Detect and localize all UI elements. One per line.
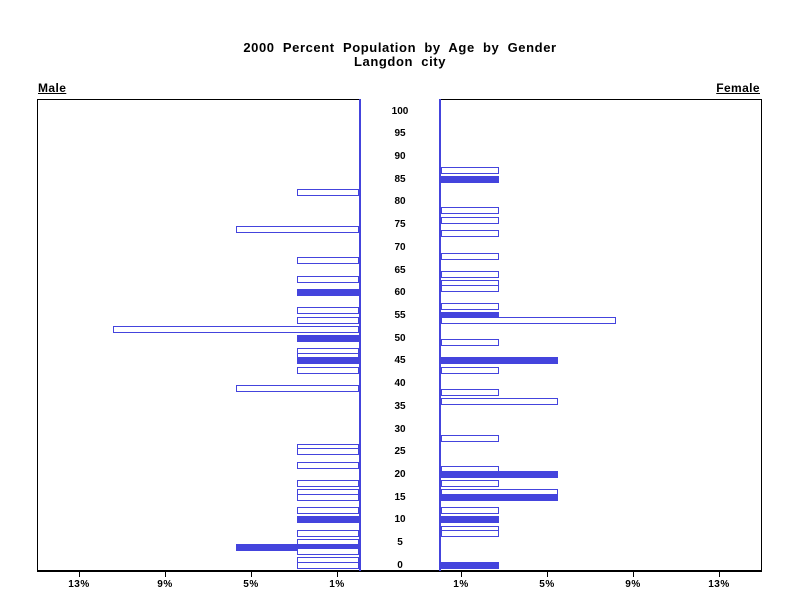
female-bar-age-49 — [441, 339, 499, 346]
female-bar-age-76 — [441, 217, 499, 224]
male-panel-top-border — [37, 99, 360, 100]
age-tick-label-50: 50 — [394, 333, 406, 344]
male-panel-label: Male — [38, 81, 67, 95]
female-x-tick-label-1pct: 1% — [453, 579, 469, 590]
female-bar-age-85 — [441, 176, 499, 183]
age-tick-label-85: 85 — [394, 174, 406, 185]
female-bar-age-10 — [441, 516, 499, 523]
male-bar-age-39 — [236, 385, 359, 392]
age-tick-label-90: 90 — [394, 151, 406, 162]
age-tick-label-60: 60 — [394, 287, 406, 298]
age-tick-label-15: 15 — [394, 492, 406, 503]
male-bar-age-63 — [297, 276, 359, 283]
male-bar-age-54 — [297, 317, 359, 324]
male-bar-age-7 — [297, 530, 359, 537]
female-bar-age-54 — [441, 317, 616, 324]
female-x-tick-label-5pct: 5% — [539, 579, 555, 590]
age-tick-label-10: 10 — [394, 514, 406, 525]
female-bar-age-43 — [441, 367, 499, 374]
male-bar-age-10 — [297, 516, 359, 523]
male-x-tick-1pct — [337, 572, 338, 577]
female-bar-age-15 — [441, 494, 558, 501]
male-panel-left-border — [37, 99, 38, 571]
bottom-axis-line — [37, 570, 762, 572]
female-x-tick-13pct — [719, 572, 720, 577]
female-panel-right-border — [761, 99, 762, 571]
male-x-tick-13pct — [79, 572, 80, 577]
female-zero-axis — [439, 99, 441, 571]
age-tick-label-25: 25 — [394, 446, 406, 457]
age-tick-label-65: 65 — [394, 265, 406, 276]
male-bar-age-15 — [297, 494, 359, 501]
female-x-tick-label-9pct: 9% — [625, 579, 641, 590]
male-x-tick-label-5pct: 5% — [243, 579, 259, 590]
male-bar-age-67 — [297, 257, 359, 264]
age-tick-label-80: 80 — [394, 196, 406, 207]
female-bar-age-36 — [441, 398, 558, 405]
female-bar-age-61 — [441, 285, 499, 292]
male-bar-age-52 — [113, 326, 359, 333]
female-bar-age-28 — [441, 435, 499, 442]
female-bar-age-68 — [441, 253, 499, 260]
male-bar-age-43 — [297, 367, 359, 374]
female-bar-age-45 — [441, 357, 558, 364]
male-bar-age-0 — [297, 562, 359, 569]
age-tick-label-5: 5 — [397, 537, 403, 548]
age-tick-label-20: 20 — [394, 469, 406, 480]
male-bar-age-50 — [297, 335, 359, 342]
female-bar-age-0 — [441, 562, 499, 569]
age-tick-label-0: 0 — [397, 560, 403, 571]
male-x-tick-9pct — [165, 572, 166, 577]
female-bar-age-87 — [441, 167, 499, 174]
age-tick-label-95: 95 — [394, 128, 406, 139]
age-tick-label-40: 40 — [394, 378, 406, 389]
female-x-tick-label-13pct: 13% — [708, 579, 730, 590]
female-x-tick-1pct — [461, 572, 462, 577]
male-x-tick-5pct — [251, 572, 252, 577]
male-bar-age-82 — [297, 189, 359, 196]
female-x-tick-9pct — [633, 572, 634, 577]
age-tick-label-45: 45 — [394, 355, 406, 366]
female-bar-age-18 — [441, 480, 499, 487]
male-bar-age-12 — [297, 507, 359, 514]
female-bar-age-20 — [441, 471, 558, 478]
female-bar-age-57 — [441, 303, 499, 310]
male-bar-age-22 — [297, 462, 359, 469]
male-bar-age-74 — [236, 226, 359, 233]
male-bar-age-25 — [297, 448, 359, 455]
age-tick-label-70: 70 — [394, 242, 406, 253]
female-x-tick-5pct — [547, 572, 548, 577]
male-x-tick-label-13pct: 13% — [68, 579, 90, 590]
male-x-tick-label-1pct: 1% — [329, 579, 345, 590]
male-x-tick-label-9pct: 9% — [157, 579, 173, 590]
chart-title-line2: Langdon city — [353, 54, 447, 69]
male-bar-age-18 — [297, 480, 359, 487]
female-bar-age-38 — [441, 389, 499, 396]
female-bar-age-64 — [441, 271, 499, 278]
female-panel-top-border — [440, 99, 762, 100]
female-bar-age-78 — [441, 207, 499, 214]
male-bar-age-56 — [297, 307, 359, 314]
age-tick-label-100: 100 — [391, 106, 409, 117]
age-tick-label-75: 75 — [394, 219, 406, 230]
female-bar-age-7 — [441, 530, 499, 537]
male-bar-age-60 — [297, 289, 359, 296]
male-bar-age-3 — [297, 548, 359, 555]
age-tick-label-55: 55 — [394, 310, 406, 321]
male-bar-age-45 — [297, 357, 359, 364]
female-bar-age-12 — [441, 507, 499, 514]
age-tick-label-35: 35 — [394, 401, 406, 412]
chart-title-line1: 2000 Percent Population by Age by Gender — [243, 40, 557, 55]
male-zero-axis — [359, 99, 361, 571]
chart-title: 2000 Percent Population by Age by Gender… — [0, 41, 800, 69]
female-bar-age-73 — [441, 230, 499, 237]
age-tick-label-30: 30 — [394, 424, 406, 435]
female-panel-label: Female — [716, 81, 760, 95]
